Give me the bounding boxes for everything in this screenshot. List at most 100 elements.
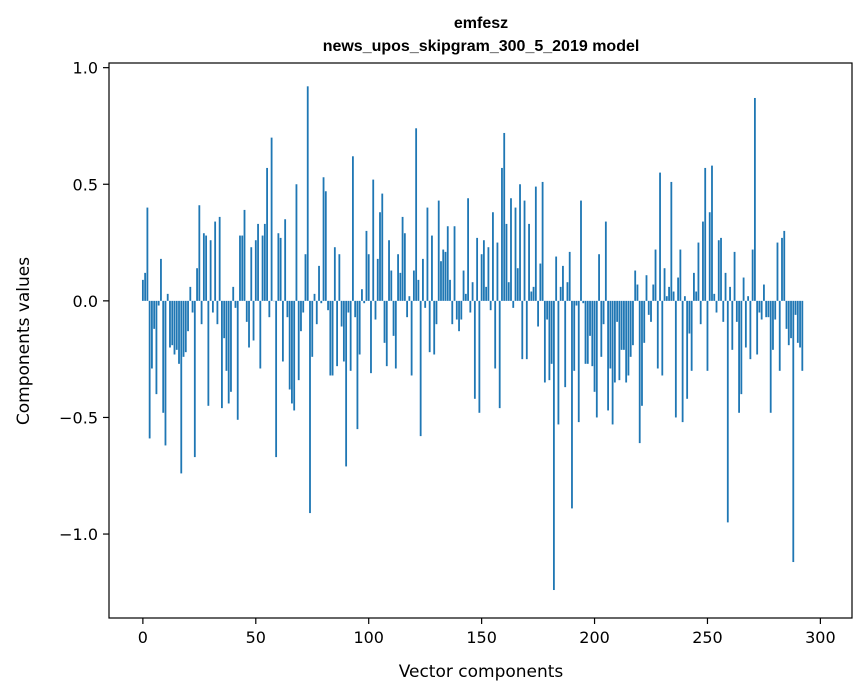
bar [485, 286, 488, 301]
bar [397, 254, 399, 301]
bar [291, 300, 293, 404]
bar [315, 300, 318, 325]
bar [661, 300, 664, 376]
bar [277, 233, 280, 301]
bar [672, 291, 675, 301]
bar [785, 300, 788, 329]
bar [654, 249, 657, 301]
bar [482, 240, 485, 301]
bar [724, 272, 727, 301]
bar [340, 300, 343, 327]
bar [473, 300, 476, 399]
bar [541, 181, 544, 301]
bar [453, 226, 456, 301]
bar [686, 300, 689, 399]
bar [169, 300, 171, 348]
bar [573, 300, 576, 371]
bar [663, 268, 666, 301]
bar [392, 300, 395, 336]
bar [306, 86, 309, 301]
bar [519, 184, 521, 301]
bar [417, 279, 420, 301]
bar [699, 300, 702, 325]
bar [155, 300, 158, 395]
bar [385, 300, 388, 367]
bar [230, 300, 232, 392]
bar [546, 300, 549, 320]
bar [444, 251, 447, 301]
bar [187, 300, 189, 332]
y-tick-label: 1.0 [73, 59, 98, 78]
bar [394, 300, 397, 369]
bar [241, 235, 244, 301]
bar [577, 300, 580, 423]
bar [647, 300, 650, 315]
bar [781, 237, 783, 301]
bar [702, 221, 704, 301]
bar [632, 300, 634, 346]
bar [144, 272, 147, 301]
bar [738, 300, 740, 413]
bar [778, 300, 781, 371]
bar [467, 198, 469, 301]
bar [205, 235, 208, 301]
bar [604, 221, 607, 301]
bar [530, 291, 533, 301]
bar [295, 184, 298, 301]
bar [525, 300, 528, 360]
bar [668, 286, 670, 301]
bars-group [141, 86, 804, 591]
bar [239, 235, 241, 301]
bar [636, 284, 639, 301]
x-tick-label: 300 [805, 628, 836, 647]
bar [625, 300, 628, 383]
bar [286, 300, 289, 318]
bar [537, 300, 539, 327]
bar [460, 300, 463, 320]
bar [196, 268, 198, 301]
bar [557, 300, 560, 425]
bar [426, 207, 429, 301]
bar [207, 300, 210, 406]
bar [575, 300, 578, 306]
bar [232, 286, 235, 301]
x-tick-label: 100 [353, 628, 384, 647]
bar [297, 300, 300, 381]
bar [681, 300, 684, 423]
bar [209, 240, 212, 301]
bar [722, 300, 725, 322]
bar [345, 300, 348, 467]
bar [697, 242, 700, 301]
bar [683, 296, 686, 301]
bar [652, 284, 655, 301]
bar [729, 286, 731, 301]
bar [584, 300, 587, 364]
bar [616, 300, 619, 322]
bar [361, 289, 363, 301]
x-tick-label: 0 [138, 628, 148, 647]
bar [704, 167, 707, 301]
bar [227, 300, 230, 404]
bar [284, 219, 287, 301]
bar [293, 300, 296, 411]
bar [324, 191, 327, 301]
bar [202, 233, 205, 301]
bar [514, 207, 517, 301]
bar [501, 167, 503, 301]
bar [717, 240, 720, 301]
bar [223, 300, 226, 339]
bar [607, 300, 609, 411]
bar [469, 300, 472, 313]
bar [568, 251, 571, 301]
bar [512, 300, 515, 308]
bar [245, 300, 248, 322]
bar [645, 275, 648, 301]
bar [550, 300, 553, 364]
bar [749, 300, 752, 360]
bar [505, 223, 508, 301]
bar [650, 300, 652, 322]
bar [566, 282, 569, 301]
bar [765, 300, 768, 318]
bar [611, 300, 614, 425]
